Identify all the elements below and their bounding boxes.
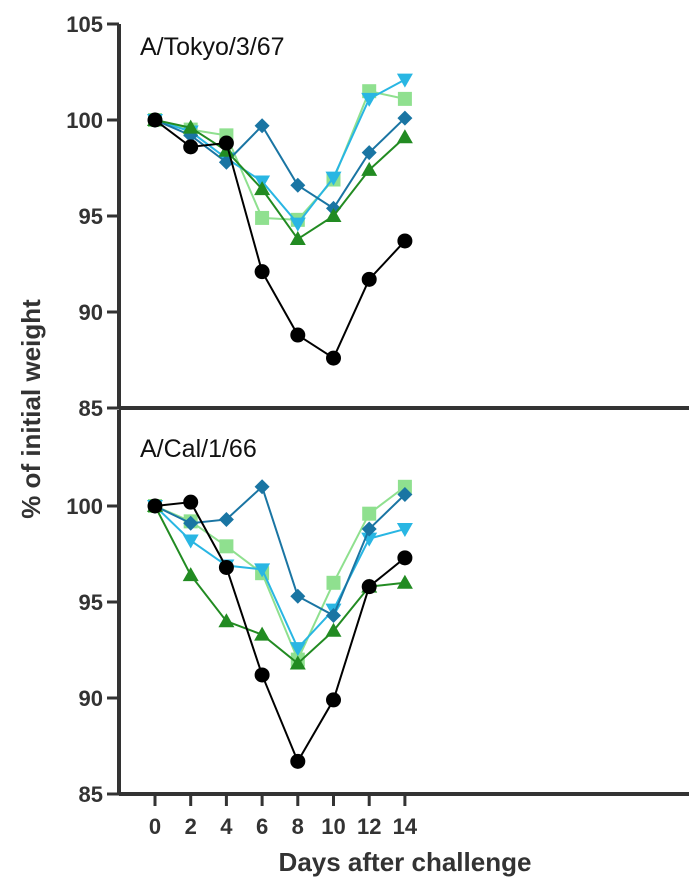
data-point-circle (254, 264, 270, 280)
data-point-circle (361, 271, 377, 287)
data-point-diamond (397, 486, 413, 502)
data-point-triangle-up (289, 231, 306, 246)
data-point-triangle-up (396, 574, 413, 589)
data-point-triangle-up (182, 567, 199, 582)
data-point-circle (361, 579, 377, 595)
data-point-triangle-down (289, 217, 306, 232)
x-tick-label: 4 (220, 814, 233, 839)
data-point-circle (147, 498, 163, 514)
x-axis-label: Days after challenge (279, 847, 532, 877)
y-tick-label-panel-1: 95 (79, 204, 103, 229)
data-point-circle (183, 494, 199, 510)
data-point-triangle-up (218, 613, 235, 628)
data-point-circle (326, 692, 341, 708)
data-point-circle (290, 753, 306, 769)
series-circle-panel-1 (147, 112, 413, 366)
data-point-triangle-up (325, 208, 342, 222)
series-layer (147, 73, 413, 769)
x-tick-label: 6 (256, 814, 268, 839)
y-axis-label: % of initial weight (16, 299, 46, 519)
data-point-circle (218, 135, 234, 151)
x-tick-label: 0 (149, 814, 161, 839)
series-line-diamond (154, 117, 406, 210)
data-point-square (326, 575, 341, 590)
data-point-triangle-up (325, 622, 342, 637)
data-point-triangle-up (254, 181, 271, 196)
data-point-diamond (218, 511, 234, 527)
data-point-triangle-down (396, 73, 413, 88)
data-point-circle (397, 550, 413, 566)
y-tick-label-panel-2: 100 (66, 494, 103, 519)
data-point-diamond (254, 118, 270, 134)
series-triangle-up-panel-1 (147, 112, 413, 246)
data-point-triangle-down (361, 92, 378, 107)
data-point-square (219, 539, 234, 554)
data-point-triangle-up (396, 129, 413, 144)
data-point-diamond (254, 479, 270, 495)
x-tick-label: 2 (185, 814, 197, 839)
data-point-diamond (326, 607, 341, 623)
data-point-triangle-down (289, 642, 306, 657)
data-point-square (362, 506, 377, 521)
data-point-triangle-down (254, 563, 271, 578)
data-point-triangle-down (182, 534, 199, 549)
y-tick-label-panel-2: 95 (79, 590, 103, 615)
data-point-diamond (361, 145, 377, 161)
data-point-circle (397, 233, 413, 249)
panel-title-tokyo: A/Tokyo/3/67 (140, 33, 285, 61)
panel-title-cal: A/Cal/1/66 (140, 435, 257, 463)
data-point-triangle-up (254, 626, 271, 641)
x-tick-label: 8 (292, 814, 304, 839)
data-point-circle (290, 327, 306, 343)
y-tick-label-panel-1: 100 (66, 108, 103, 133)
data-point-diamond (397, 110, 413, 126)
data-point-circle (218, 559, 234, 575)
data-point-circle (183, 139, 199, 155)
data-point-triangle-down (325, 171, 342, 186)
data-point-diamond (361, 521, 377, 537)
data-point-triangle-up (361, 161, 378, 176)
x-tick-label: 12 (357, 814, 381, 839)
data-point-triangle-up (182, 119, 199, 134)
data-point-square (397, 479, 412, 494)
data-point-square (255, 210, 270, 225)
x-tick-label: 10 (321, 814, 345, 839)
y-tick-label-panel-1: 90 (79, 300, 103, 325)
series-circle-panel-2 (147, 494, 413, 769)
x-tick-label: 14 (393, 814, 418, 839)
series-line-circle (154, 501, 406, 764)
data-point-diamond (290, 588, 306, 604)
y-tick-label-panel-1: 85 (79, 396, 103, 421)
data-point-triangle-up (289, 655, 306, 670)
data-point-triangle-down (396, 523, 413, 538)
series-line-triangle-down (154, 505, 406, 650)
data-point-square (397, 91, 412, 106)
data-point-diamond (290, 177, 306, 193)
data-point-circle (326, 350, 341, 366)
series-line-triangle-up (154, 505, 406, 665)
y-tick-label-panel-2: 90 (79, 686, 103, 711)
data-point-diamond (183, 515, 199, 531)
data-point-circle (147, 112, 163, 128)
y-tick-label-panel-1: 105 (66, 12, 103, 37)
y-tick-label-panel-2: 85 (79, 782, 103, 807)
axes: 85 90 95 100 105 85 90 95 100 0 2 4 6 8 10 12 14 (66, 12, 689, 839)
data-point-circle (254, 667, 270, 683)
